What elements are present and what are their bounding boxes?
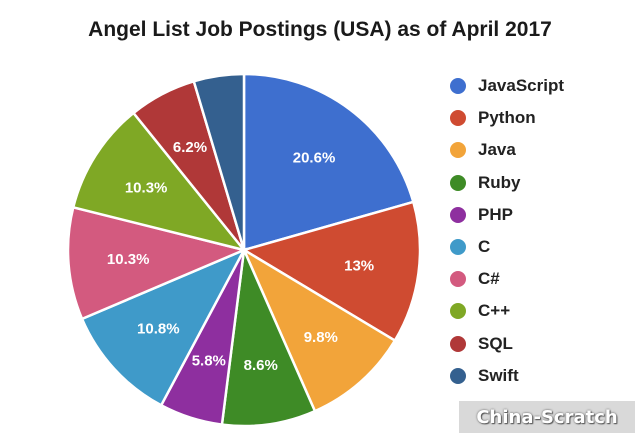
- legend-item: Python: [450, 102, 564, 134]
- pie-slice-csharp: [66, 205, 248, 321]
- legend-item: Ruby: [450, 167, 564, 199]
- legend-item: SQL: [450, 328, 564, 360]
- pie-slice-swift: [192, 72, 246, 251]
- slice-label: 9.8%: [304, 329, 338, 346]
- legend-swatch: [450, 271, 466, 288]
- legend-swatch: [450, 335, 466, 352]
- legend-label: Java: [478, 140, 516, 160]
- pie-slice-ruby: [220, 245, 317, 428]
- watermark-logo: China-Scratch: [459, 401, 635, 433]
- pie-slice-javascript: [242, 72, 415, 252]
- legend-item: C++: [450, 295, 564, 327]
- slice-label: 6.2%: [173, 139, 207, 156]
- pie-slice-java: [241, 246, 397, 413]
- legend-swatch: [450, 367, 466, 384]
- legend-label: C: [478, 237, 491, 257]
- pie-slice-c: [80, 247, 247, 407]
- legend-item: C#: [450, 263, 564, 295]
- legend-label: JavaScript: [478, 76, 564, 96]
- legend-swatch: [450, 78, 466, 95]
- legend-item: PHP: [450, 199, 564, 231]
- legend-item: C: [450, 231, 564, 263]
- legend-item: Swift: [450, 360, 564, 392]
- legend-label: Python: [478, 108, 536, 128]
- pie-slice-cplusplus: [71, 111, 248, 253]
- legend-label: C++: [478, 301, 511, 321]
- slice-label: 8.6%: [244, 357, 278, 374]
- legend-item: Java: [450, 134, 564, 166]
- legend-label: C#: [478, 269, 500, 289]
- legend-swatch: [450, 110, 466, 127]
- legend-item: JavaScript: [450, 70, 564, 102]
- slice-label: 5.8%: [192, 353, 226, 370]
- slice-label: 13%: [344, 257, 374, 274]
- legend-label: Ruby: [478, 172, 521, 192]
- slice-label: 10.3%: [107, 251, 150, 268]
- legend-swatch: [450, 206, 466, 223]
- pie-slice-python: [240, 200, 422, 343]
- slice-label: 20.6%: [293, 149, 336, 166]
- legend-swatch: [450, 174, 466, 191]
- chart-title: Angel List Job Postings (USA) as of Apri…: [88, 18, 552, 41]
- legend-swatch: [450, 303, 466, 320]
- legend-label: Swift: [478, 365, 519, 385]
- legend-swatch: [450, 239, 466, 256]
- chart-legend: JavaScript Python Java Ruby PHP C C# C++ SQL Swif…: [450, 70, 564, 392]
- legend-label: SQL: [478, 333, 513, 353]
- legend-swatch: [450, 142, 466, 159]
- legend-label: PHP: [478, 204, 513, 224]
- slice-label: 10.3%: [125, 179, 168, 196]
- slice-label: 10.8%: [137, 320, 180, 337]
